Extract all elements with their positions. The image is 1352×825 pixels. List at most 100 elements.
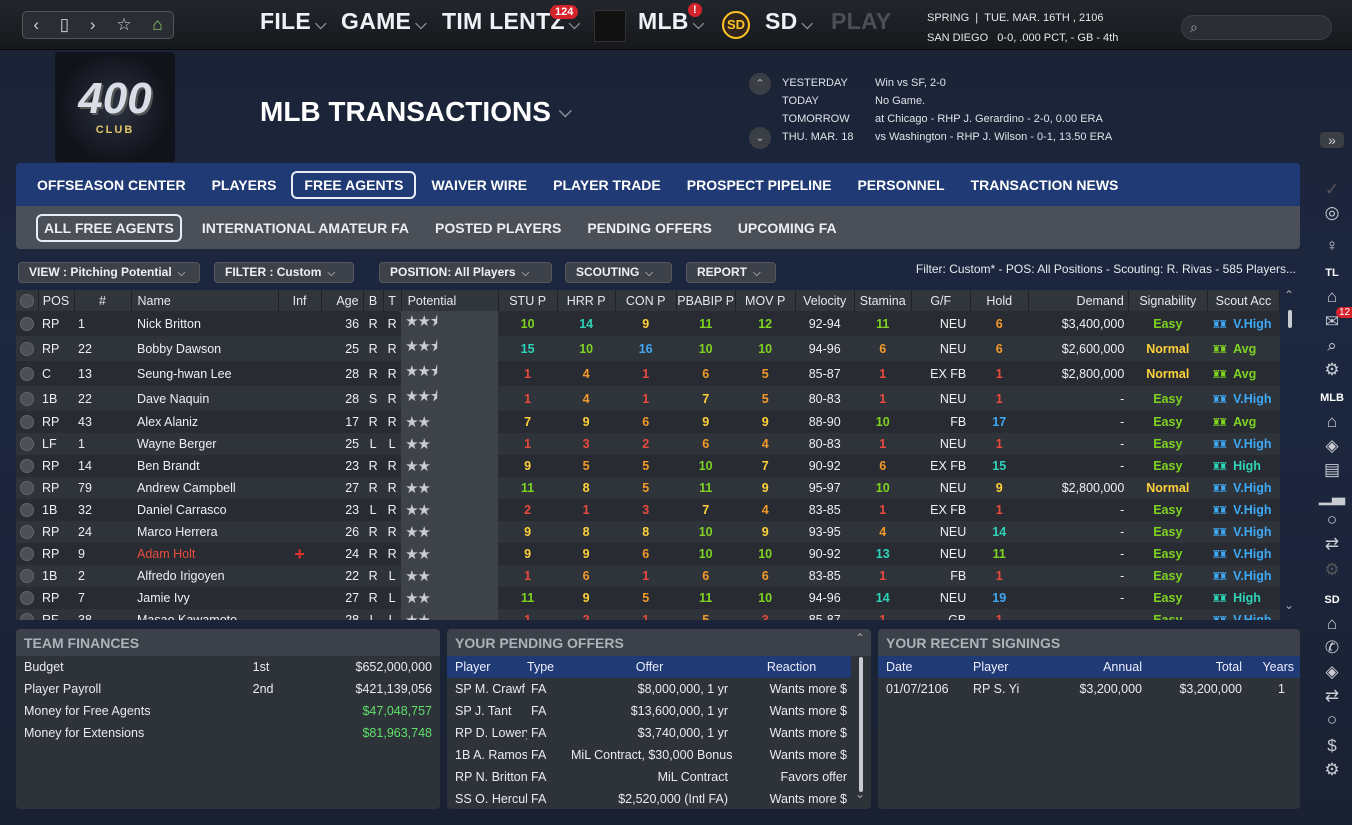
radio-icon[interactable] [20, 366, 34, 381]
globe-icon[interactable]: ◎ [1324, 203, 1340, 222]
schedule-down-button[interactable]: ⌄ [749, 127, 771, 149]
star-icon[interactable]: ☆ [116, 15, 132, 34]
radio-icon[interactable] [20, 569, 34, 584]
radio-icon[interactable] [20, 591, 34, 606]
table-row[interactable]: LF 1 Wayne Berger 25 L L ★★ 1 3 2 6 4 80-83 1 NEU 1- Eas… [16, 433, 1280, 455]
gear-icon[interactable]: ⚙ [1324, 560, 1340, 579]
search-icon[interactable]: ⌕ [1327, 336, 1337, 355]
col-pbabip[interactable]: PBABIP P [676, 290, 736, 311]
col-gf[interactable]: G/F [911, 290, 971, 311]
table-row[interactable]: 1B 2 Alfredo Irigoyen 22 R L ★★ 1 6 1 6 6 83-85 1 FB 1-… [16, 565, 1280, 587]
tab-player-trade[interactable]: PLAYER TRADE [553, 176, 661, 193]
table-row[interactable]: SS O. Hercul FA $2,520,000 (Intl FA) Wants … [447, 788, 851, 809]
cell-select[interactable] [16, 499, 38, 521]
mail-icon[interactable]: ✉ [1324, 312, 1340, 331]
table-row[interactable]: SP J. Tant FA $13,600,000, 1 yr Wants more … [447, 700, 851, 722]
cell-name[interactable]: Andrew Campbell [131, 477, 279, 499]
col-type[interactable]: Type [527, 656, 567, 678]
table-row[interactable]: RP D. Lowery FA $3,740,000, 1 yr Wants more… [447, 722, 851, 744]
col-total[interactable]: Total [1150, 656, 1250, 678]
subtab-international-amateur[interactable]: INTERNATIONAL AMATEUR FA [201, 219, 410, 236]
tab-prospect-pipeline[interactable]: PROSPECT PIPELINE [686, 176, 832, 193]
cell-name[interactable]: Wayne Berger [131, 433, 279, 455]
radio-icon[interactable] [20, 437, 34, 452]
search-input[interactable] [1210, 19, 1325, 33]
search-box[interactable]: ⌕ [1181, 15, 1332, 40]
stats-icon[interactable]: ▁▃ [1318, 486, 1346, 505]
cell-select[interactable] [16, 386, 38, 411]
position-dropdown[interactable]: POSITION: All Players ⌵ [379, 262, 552, 283]
phone-icon[interactable]: ✆ [1324, 638, 1340, 657]
offer-player[interactable]: RP N. Britton [455, 770, 527, 784]
chevron-down-icon[interactable]: ⌄ [1284, 598, 1295, 612]
cell-select[interactable] [16, 609, 38, 620]
col-years[interactable]: Years [1250, 656, 1300, 678]
table-row[interactable]: RP N. Britton FA MiL Contract Favors offer [447, 766, 851, 788]
col-potential[interactable]: Potential [401, 290, 499, 311]
table-row[interactable]: 1B A. Ramos FA MiL Contract, $30,000 Bonus… [447, 744, 851, 766]
chevron-up-icon[interactable]: ⌃ [1284, 288, 1295, 302]
menu-play[interactable]: PLAY [831, 8, 892, 34]
cell-select[interactable] [16, 477, 38, 499]
location-icon[interactable]: ◈ [1325, 662, 1339, 681]
col-bats[interactable]: B [363, 290, 384, 311]
offer-player[interactable]: SP M. Crawf [455, 682, 525, 696]
chevron-up-icon[interactable]: ⌃ [855, 631, 866, 645]
radio-icon[interactable] [20, 341, 34, 356]
col-annual[interactable]: Annual [1055, 656, 1150, 678]
scouting-dropdown[interactable]: SCOUTING ⌵ [565, 262, 672, 283]
radio-icon[interactable] [20, 547, 34, 562]
table-row[interactable]: RP 22 Bobby Dawson 25 R R ★★⯨ 15 10 16 10 10 94-96 6 N… [16, 336, 1280, 361]
league-logo-icon[interactable] [594, 10, 626, 42]
col-mov[interactable]: MOV P [735, 290, 796, 311]
cell-name[interactable]: Bobby Dawson [131, 336, 279, 361]
col-reaction[interactable]: Reaction [732, 656, 851, 678]
table-row[interactable]: RP 14 Ben Brandt 23 R R ★★ 9 5 5 10 7 90-92 6 EX FB 15-… [16, 455, 1280, 477]
menu-game[interactable]: GAME ⌵ [341, 8, 427, 34]
menu-mlb[interactable]: MLB ⌵ [638, 8, 705, 34]
tab-players[interactable]: PLAYERS [211, 176, 277, 193]
radio-icon[interactable] [20, 613, 34, 620]
cell-name[interactable]: Alex Alaniz [131, 411, 279, 433]
page-title[interactable]: MLB TRANSACTIONS ⌵ [260, 96, 572, 127]
table-row[interactable]: SP M. Crawf FA $8,000,000, 1 yr Wants more … [447, 678, 851, 700]
col-pos[interactable]: POS [38, 290, 75, 311]
cell-name[interactable]: Masao Kawamoto [131, 609, 279, 620]
home-icon[interactable]: ⌂ [152, 15, 163, 34]
cell-select[interactable] [16, 455, 38, 477]
cell-select[interactable] [16, 336, 38, 361]
collapse-icon[interactable]: » [1320, 132, 1344, 148]
tab-transaction-news[interactable]: TRANSACTION NEWS [970, 176, 1119, 193]
cell-name[interactable]: Jamie Ivy [131, 587, 279, 609]
col-scout-acc[interactable]: Scout Acc [1207, 290, 1280, 311]
table-row[interactable]: RP 43 Alex Alaniz 17 R R ★★ 7 9 6 9 9 88-90 10 FB 17- Ea… [16, 411, 1280, 433]
col-player[interactable]: Player [447, 656, 527, 678]
cell-select[interactable] [16, 311, 38, 336]
col-velocity[interactable]: Velocity [795, 290, 855, 311]
id-card-icon[interactable]: ▤ [1323, 460, 1341, 479]
transactions-icon[interactable]: ⇄ [1324, 534, 1340, 553]
menu-team[interactable]: SD ⌵ [765, 8, 814, 34]
table-row[interactable]: 1B 22 Dave Naquin 28 S R ★★⯨ 1 4 1 7 5 80-83 1 NEU 1- Ea… [16, 386, 1280, 411]
baseball-icon[interactable]: ○ [1326, 710, 1338, 729]
offer-player[interactable]: 1B A. Ramos [455, 748, 527, 762]
table-row[interactable]: 01/07/2106 RP S. Yi $3,200,000 $3,200,00… [878, 678, 1300, 700]
col-player[interactable]: Player [965, 656, 1055, 678]
cell-name[interactable]: Seung-hwan Lee [131, 361, 279, 386]
transactions-icon[interactable]: ⇄ [1324, 686, 1340, 705]
location-icon[interactable]: ◈ [1325, 436, 1339, 455]
col-offer[interactable]: Offer [567, 656, 732, 678]
schedule-up-button[interactable]: ⌃ [749, 73, 771, 95]
gear-icon[interactable]: ⚙ [1324, 760, 1340, 779]
home-icon[interactable]: ⌂ [1326, 287, 1338, 306]
col-signability[interactable]: Signability [1128, 290, 1208, 311]
cell-name[interactable]: Dave Naquin [131, 386, 279, 411]
cell-select[interactable] [16, 433, 38, 455]
table-row[interactable]: RP 79 Andrew Campbell 27 R R ★★ 11 8 5 11 9 95-97 10 N… [16, 477, 1280, 499]
radio-icon[interactable] [20, 391, 34, 406]
cell-name[interactable]: Nick Britton [131, 311, 279, 336]
menu-manager[interactable]: TIM LENTZ ⌵ [442, 8, 581, 34]
dollar-icon[interactable]: $ [1327, 736, 1337, 755]
chevron-down-icon[interactable]: ⌄ [855, 787, 866, 801]
